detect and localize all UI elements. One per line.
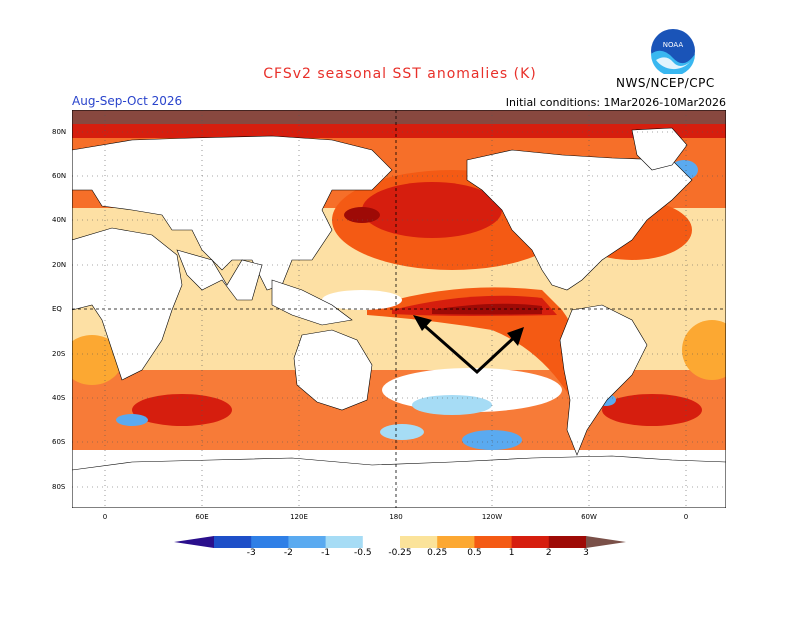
logo-text: NOAA xyxy=(663,41,684,49)
season-label: Aug-Sep-Oct 2026 xyxy=(72,94,183,108)
colorbar-label: 3 xyxy=(583,548,589,558)
colorbar-swatch xyxy=(511,536,550,548)
colorbar-swatch xyxy=(325,536,364,548)
colorbar-swatch xyxy=(214,536,252,548)
colorbar-label: -0.25 xyxy=(388,548,412,558)
noaa-logo: NOAA xyxy=(651,29,695,74)
colorbar-label: -2 xyxy=(283,548,293,558)
lon-label-60e: 60E xyxy=(195,513,209,521)
lon-label-60w: 60W xyxy=(581,513,597,521)
lat-label-60n: 60N xyxy=(52,172,67,180)
colorbar-label: 0.5 xyxy=(467,548,482,558)
lon-label-120w: 120W xyxy=(481,513,503,521)
chart-title: CFSv2 seasonal SST anomalies (K) xyxy=(263,66,537,82)
initial-conditions: Initial conditions: 1Mar2026-10Mar2026 xyxy=(505,96,726,109)
lat-label-eq: EQ xyxy=(52,305,62,313)
colorbar-label: 1 xyxy=(508,548,515,558)
lat-label-80s: 80S xyxy=(52,483,66,491)
lat-label-80n: 80N xyxy=(52,128,67,136)
colorbar-label: -1 xyxy=(321,548,331,558)
colorbar-swatch xyxy=(400,536,438,548)
agency-label: NWS/NCEP/CPC xyxy=(616,76,715,90)
colorbar-swatch xyxy=(474,536,513,548)
colorbar-label: -3 xyxy=(246,548,256,558)
sst-anomaly-map xyxy=(72,110,726,508)
annotation-arrows xyxy=(417,318,522,375)
colorbar-label: 2 xyxy=(545,548,552,558)
lat-label-40s: 40S xyxy=(52,394,66,402)
lat-label-20n: 20N xyxy=(52,261,67,269)
colorbar-swatch xyxy=(586,536,626,548)
colorbar xyxy=(174,536,626,548)
lat-label-40n: 40N xyxy=(52,216,67,224)
lat-label-20s: 20S xyxy=(52,350,66,358)
colorbar-label: -0.5 xyxy=(354,548,372,558)
colorbar-swatch xyxy=(437,536,475,548)
colorbar-label: 0.25 xyxy=(427,548,448,558)
lon-label-0-east: 0 xyxy=(683,513,689,521)
colorbar-swatch xyxy=(251,536,289,548)
colorbar-swatch xyxy=(362,536,401,548)
lon-label-0: 0 xyxy=(102,513,108,521)
colorbar-swatch xyxy=(288,536,327,548)
colorbar-swatch xyxy=(174,536,214,548)
colorbar-swatch xyxy=(548,536,587,548)
lon-label-180: 180 xyxy=(389,513,403,521)
lat-label-60s: 60S xyxy=(52,438,66,446)
lon-label-120e: 120E xyxy=(290,513,308,521)
